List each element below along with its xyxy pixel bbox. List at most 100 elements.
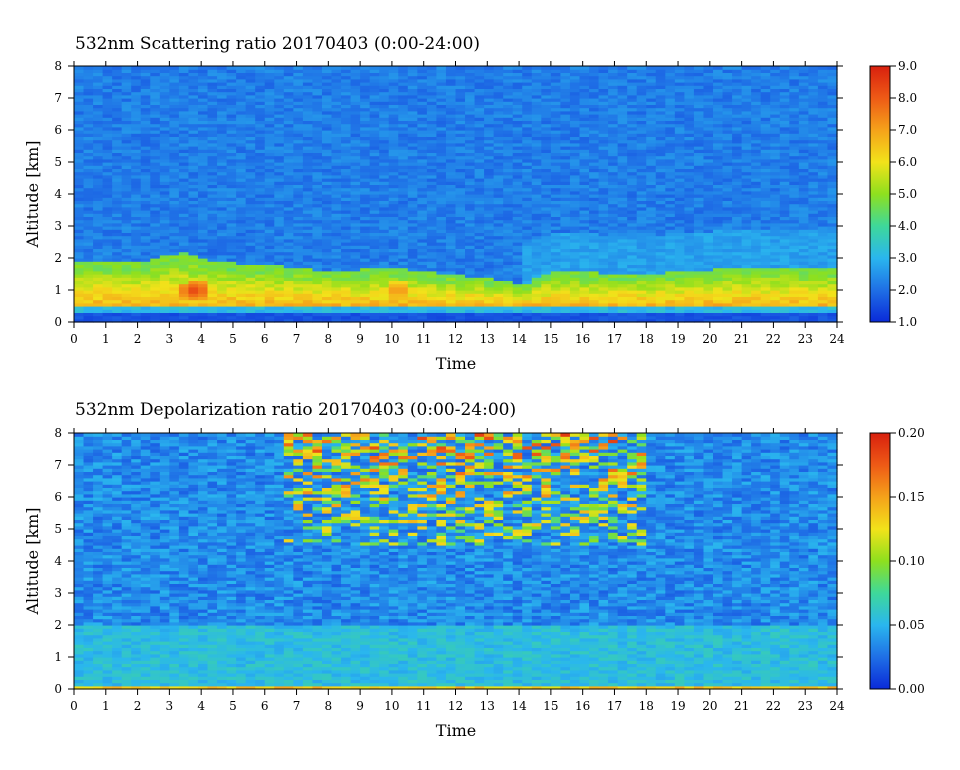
heatmap-cell bbox=[474, 91, 485, 96]
heatmap-cell bbox=[226, 155, 237, 160]
heatmap-cell bbox=[197, 232, 209, 237]
heatmap-cell bbox=[140, 130, 151, 134]
heatmap-cell bbox=[407, 219, 418, 224]
heatmap-cell bbox=[302, 232, 314, 237]
heatmap-cell bbox=[207, 66, 218, 70]
heatmap-cell bbox=[121, 200, 132, 205]
heatmap-cell bbox=[484, 110, 495, 115]
heatmap-cell bbox=[217, 245, 228, 249]
heatmap-cell bbox=[197, 293, 209, 297]
heatmap-cell bbox=[302, 139, 314, 144]
heatmap-cell bbox=[274, 232, 285, 237]
heatmap-cell bbox=[217, 283, 228, 288]
heatmap-cell bbox=[302, 174, 314, 179]
heatmap-cell bbox=[178, 69, 190, 73]
heatmap-cell bbox=[217, 242, 228, 246]
heatmap-cell bbox=[312, 101, 323, 105]
heatmap-cell bbox=[264, 136, 275, 141]
heatmap-cell bbox=[407, 302, 418, 307]
heatmap-cell bbox=[360, 174, 371, 179]
heatmap-cell bbox=[245, 306, 256, 310]
heatmap-cell bbox=[245, 210, 256, 214]
heatmap-cell bbox=[207, 194, 218, 198]
heatmap-cell bbox=[274, 184, 285, 189]
heatmap-cell bbox=[341, 286, 352, 291]
heatmap-cell bbox=[83, 206, 94, 211]
heatmap-cell bbox=[169, 158, 180, 163]
heatmap-cell bbox=[407, 213, 418, 217]
heatmap-cell bbox=[121, 299, 132, 304]
heatmap-cell bbox=[398, 72, 409, 77]
heatmap-cell bbox=[407, 168, 418, 173]
heatmap-cell bbox=[388, 98, 399, 102]
heatmap-cell bbox=[350, 171, 361, 176]
heatmap-cell bbox=[102, 98, 113, 102]
heatmap-cell bbox=[236, 242, 247, 246]
heatmap-cell bbox=[159, 280, 170, 285]
heatmap-cell bbox=[217, 293, 228, 297]
heatmap-cell bbox=[465, 290, 476, 294]
heatmap-cell bbox=[321, 274, 333, 278]
heatmap-cell bbox=[264, 146, 275, 150]
heatmap-cell bbox=[341, 171, 352, 176]
heatmap-cell bbox=[197, 85, 209, 89]
heatmap-cell bbox=[112, 277, 123, 281]
heatmap-cell bbox=[493, 318, 504, 323]
heatmap-cell bbox=[360, 226, 371, 230]
heatmap-cell bbox=[484, 82, 495, 86]
heatmap-cell bbox=[445, 136, 457, 141]
heatmap-cell bbox=[388, 178, 399, 182]
heatmap-cell bbox=[255, 158, 266, 163]
heatmap-cell bbox=[159, 248, 170, 253]
heatmap-cell bbox=[236, 123, 247, 128]
heatmap-cell bbox=[426, 194, 438, 198]
heatmap-cell bbox=[388, 248, 399, 253]
heatmap-cell bbox=[474, 162, 485, 166]
heatmap-cell bbox=[217, 248, 228, 253]
heatmap-cell bbox=[188, 245, 199, 249]
heatmap-cell bbox=[302, 72, 314, 77]
heatmap-cell bbox=[131, 261, 142, 265]
heatmap-cell bbox=[245, 286, 256, 291]
heatmap-cell bbox=[150, 187, 161, 192]
heatmap-cell bbox=[159, 75, 170, 80]
heatmap-cell bbox=[436, 130, 447, 134]
heatmap-cell bbox=[169, 94, 180, 99]
heatmap-cell bbox=[341, 142, 352, 147]
heatmap-cell bbox=[426, 283, 438, 288]
heatmap-cell bbox=[197, 120, 209, 125]
heatmap-cell bbox=[140, 274, 151, 278]
heatmap-cell bbox=[159, 318, 170, 323]
heatmap-cell bbox=[465, 238, 476, 243]
heatmap-cell bbox=[188, 155, 199, 160]
heatmap-cell bbox=[121, 248, 132, 253]
heatmap-cell bbox=[236, 85, 247, 89]
heatmap-cell bbox=[369, 229, 380, 233]
heatmap-cell bbox=[236, 146, 247, 150]
heatmap-cell bbox=[102, 117, 113, 121]
heatmap-cell bbox=[102, 66, 113, 70]
heatmap-cell bbox=[178, 126, 190, 131]
heatmap-cell bbox=[255, 165, 266, 169]
heatmap-cell bbox=[217, 98, 228, 102]
heatmap-cell bbox=[493, 248, 504, 253]
heatmap-cell bbox=[484, 238, 495, 243]
heatmap-cell bbox=[293, 219, 304, 224]
heatmap-cell bbox=[255, 216, 266, 221]
heatmap-cell bbox=[445, 309, 457, 313]
heatmap-cell bbox=[417, 274, 428, 278]
heatmap-cell bbox=[379, 69, 390, 73]
heatmap-cell bbox=[188, 242, 199, 246]
heatmap-cell bbox=[379, 91, 390, 96]
heatmap-cell bbox=[93, 82, 104, 86]
heatmap-cell bbox=[131, 251, 142, 256]
heatmap-cell bbox=[207, 104, 218, 109]
heatmap-cell bbox=[493, 171, 504, 176]
heatmap-cell bbox=[102, 229, 113, 233]
heatmap-cell bbox=[493, 312, 504, 317]
heatmap-cell bbox=[159, 270, 170, 275]
heatmap-cell bbox=[474, 309, 485, 313]
heatmap-cell bbox=[93, 142, 104, 147]
heatmap-cell bbox=[255, 162, 266, 166]
heatmap-cell bbox=[484, 197, 495, 201]
